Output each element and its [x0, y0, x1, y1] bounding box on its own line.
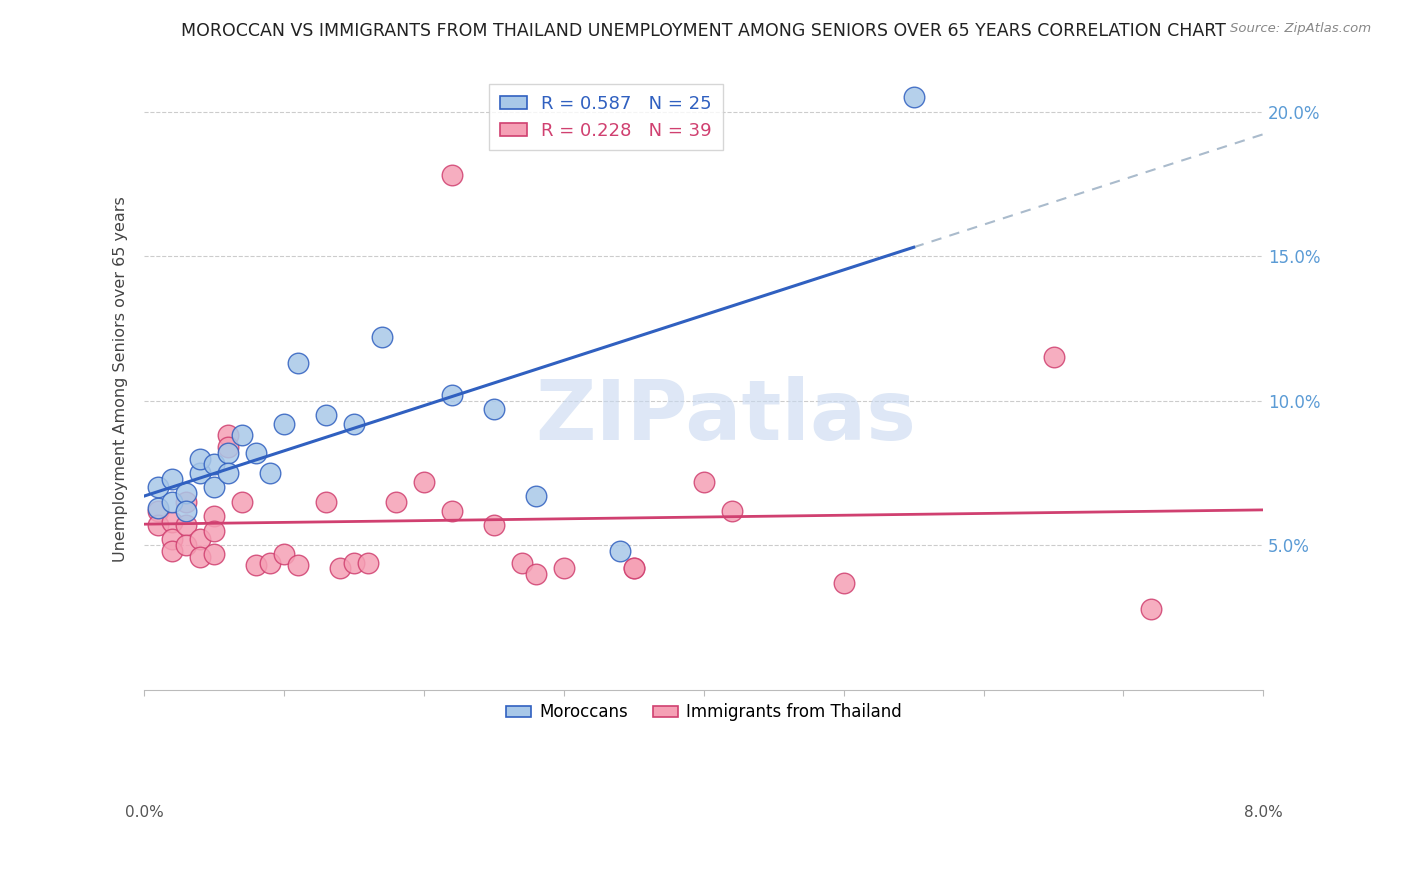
Point	[217, 428, 239, 442]
Point	[315, 408, 337, 422]
Text: Source: ZipAtlas.com: Source: ZipAtlas.com	[1230, 22, 1371, 36]
Point	[385, 495, 408, 509]
Point	[553, 561, 575, 575]
Point	[413, 475, 436, 489]
Y-axis label: Unemployment Among Seniors over 65 years: Unemployment Among Seniors over 65 years	[114, 196, 128, 562]
Text: ZIPatlas: ZIPatlas	[536, 376, 917, 457]
Point	[217, 466, 239, 480]
Point	[245, 558, 267, 573]
Point	[202, 524, 225, 538]
Point	[231, 495, 253, 509]
Point	[1042, 351, 1064, 365]
Point	[162, 495, 184, 509]
Point	[217, 440, 239, 454]
Point	[524, 567, 547, 582]
Point	[176, 495, 198, 509]
Point	[287, 558, 309, 573]
Point	[482, 402, 505, 417]
Point	[510, 556, 533, 570]
Point	[371, 330, 394, 344]
Point	[217, 446, 239, 460]
Point	[693, 475, 716, 489]
Point	[245, 446, 267, 460]
Point	[524, 489, 547, 503]
Point	[287, 356, 309, 370]
Point	[162, 533, 184, 547]
Legend: Moroccans, Immigrants from Thailand: Moroccans, Immigrants from Thailand	[499, 697, 908, 728]
Text: 0.0%: 0.0%	[125, 805, 163, 820]
Point	[231, 428, 253, 442]
Point	[273, 417, 295, 431]
Point	[482, 518, 505, 533]
Point	[329, 561, 352, 575]
Point	[162, 472, 184, 486]
Point	[188, 466, 211, 480]
Point	[176, 486, 198, 500]
Point	[441, 388, 464, 402]
Point	[1140, 601, 1163, 615]
Point	[343, 417, 366, 431]
Point	[148, 503, 170, 517]
Point	[162, 515, 184, 529]
Point	[441, 169, 464, 183]
Point	[148, 518, 170, 533]
Text: MOROCCAN VS IMMIGRANTS FROM THAILAND UNEMPLOYMENT AMONG SENIORS OVER 65 YEARS CO: MOROCCAN VS IMMIGRANTS FROM THAILAND UNE…	[180, 22, 1226, 40]
Point	[188, 533, 211, 547]
Point	[903, 90, 925, 104]
Point	[188, 549, 211, 564]
Point	[609, 544, 631, 558]
Point	[441, 503, 464, 517]
Point	[176, 538, 198, 552]
Point	[315, 495, 337, 509]
Point	[202, 458, 225, 472]
Point	[188, 451, 211, 466]
Point	[832, 575, 855, 590]
Point	[623, 561, 645, 575]
Point	[259, 466, 281, 480]
Point	[721, 503, 744, 517]
Point	[357, 556, 380, 570]
Point	[176, 503, 198, 517]
Point	[176, 518, 198, 533]
Point	[202, 547, 225, 561]
Text: 8.0%: 8.0%	[1244, 805, 1282, 820]
Point	[259, 556, 281, 570]
Point	[148, 480, 170, 494]
Point	[623, 561, 645, 575]
Point	[162, 544, 184, 558]
Point	[343, 556, 366, 570]
Point	[273, 547, 295, 561]
Point	[148, 500, 170, 515]
Point	[202, 480, 225, 494]
Point	[202, 509, 225, 524]
